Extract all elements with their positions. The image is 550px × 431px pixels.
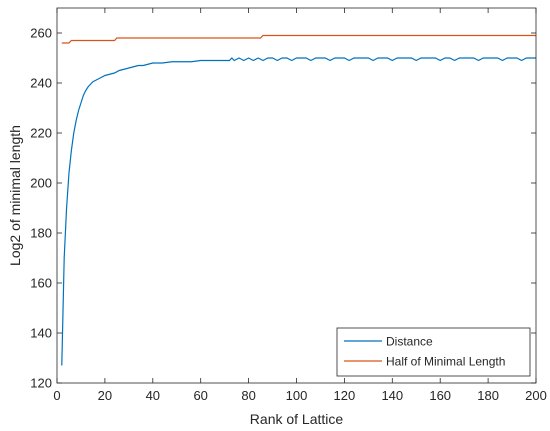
plot-area <box>57 8 536 383</box>
y-tick-label: 160 <box>30 276 52 291</box>
x-axis-label: Rank of Lattice <box>250 411 344 427</box>
x-tick-label: 160 <box>429 388 451 403</box>
y-tick-label: 220 <box>30 126 52 141</box>
series-layer <box>61 34 536 366</box>
legend-box <box>336 327 531 377</box>
x-tick-label: 180 <box>477 388 499 403</box>
y-axis-label: Log2 of minimal length <box>7 125 23 266</box>
x-tick-label: 40 <box>146 388 160 403</box>
y-tick-label: 260 <box>30 26 52 41</box>
y-tick-label: 240 <box>30 76 52 91</box>
ticks-layer: 0 20 40 60 80 100 120 140 160 180 200 120 140 160 180 2… <box>30 8 547 403</box>
y-tick-label: 180 <box>30 226 52 241</box>
x-tick-label: 60 <box>193 388 207 403</box>
x-tick-label: 100 <box>286 388 308 403</box>
x-tick-label: 200 <box>525 388 547 403</box>
y-tick-label: 200 <box>30 176 52 191</box>
x-tick-label: 20 <box>98 388 112 403</box>
series-line-distance <box>61 57 536 366</box>
x-tick-label: 140 <box>381 388 403 403</box>
y-tick-label: 140 <box>30 326 52 341</box>
x-tick-label: 120 <box>334 388 356 403</box>
x-tick-label: 0 <box>53 388 60 403</box>
series-line-half-of-minimal-length <box>61 34 536 44</box>
x-tick-label: 80 <box>241 388 255 403</box>
y-tick-label: 120 <box>30 376 52 391</box>
legend-label-distance: Distance <box>386 335 433 349</box>
legend: Distance Half of Minimal Length <box>336 327 531 377</box>
legend-label-half-of-minimal-length: Half of Minimal Length <box>386 355 505 369</box>
